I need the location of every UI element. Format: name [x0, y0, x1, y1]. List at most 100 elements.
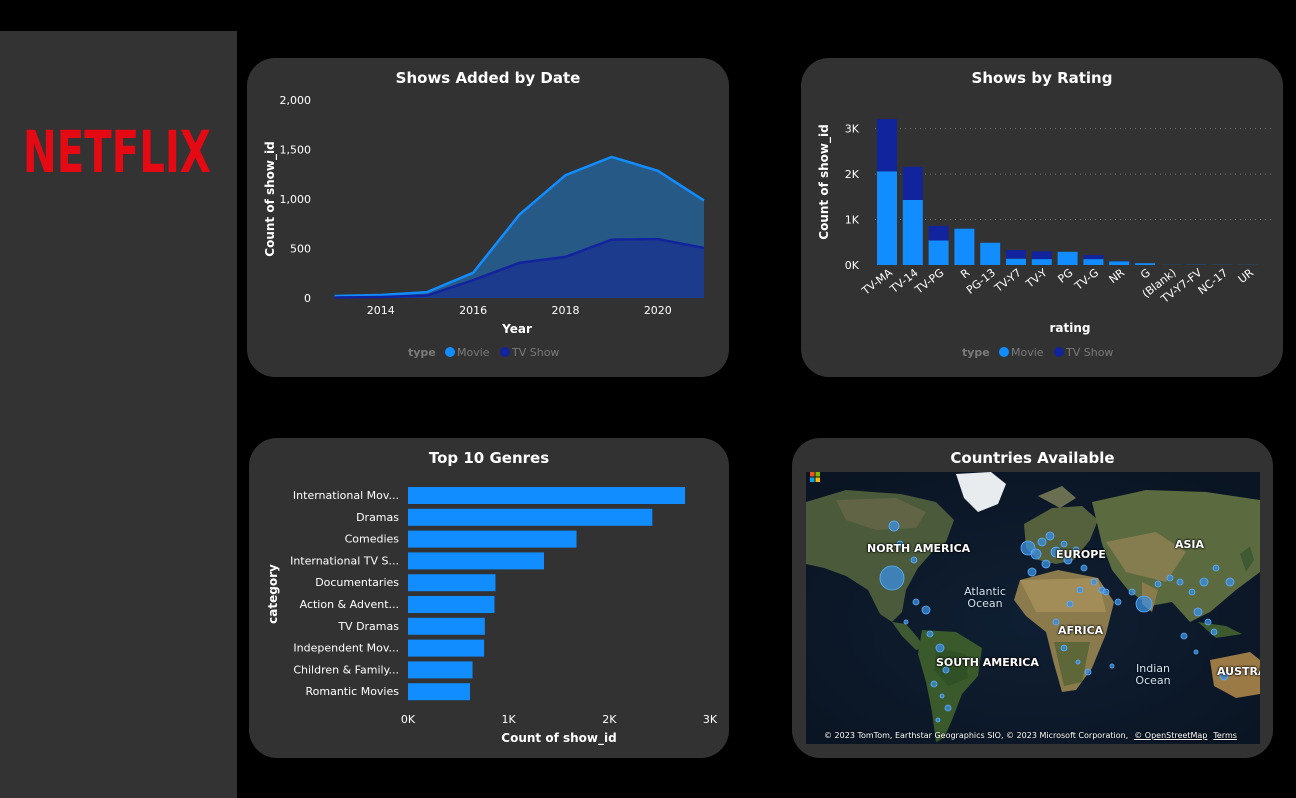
country-bubble: [942, 666, 950, 674]
bar-movie: [1006, 258, 1026, 265]
country-bubble: [888, 520, 900, 532]
x-tick-label: R: [958, 266, 972, 281]
bar-tv-show: [928, 225, 949, 241]
shows-added-card[interactable]: Shows Added by Date 0 500 1,000 1,500 2,000 2…: [247, 58, 729, 377]
genre-label: International TV S...: [290, 554, 399, 567]
terms-link[interactable]: Terms: [1213, 731, 1237, 740]
legend-movie-marker: [445, 347, 455, 357]
country-bubble: [896, 540, 904, 548]
card-title: Shows by Rating: [971, 69, 1113, 87]
country-bubble: [1050, 546, 1062, 558]
y-tick-label: 1K: [845, 214, 860, 227]
country-bubble: [1193, 649, 1199, 655]
genre-label: Romantic Movies: [305, 685, 399, 698]
y-tick-label: 500: [290, 243, 311, 256]
genre-bar: [408, 508, 653, 526]
bar-movie: [877, 171, 897, 265]
country-bubble: [1060, 540, 1068, 548]
bar-movie: [1031, 259, 1052, 265]
country-bubble: [1128, 588, 1136, 596]
country-bubble: [1109, 663, 1115, 669]
map-credit: © 2023 TomTom, Earthstar Geographics SIO…: [824, 731, 1237, 740]
world-map[interactable]: NORTH AMERICA EUROPE ASIA AFRICA SOUTH A…: [806, 472, 1260, 744]
country-bubble: [912, 598, 920, 606]
top-genres-chart[interactable]: International Mov... Dramas Comedies Intern…: [249, 438, 729, 758]
country-bubble: [1212, 564, 1220, 572]
x-tick-label: 0K: [401, 713, 416, 726]
legend-tv-marker: [1054, 347, 1064, 357]
x-tick-label: 3K: [703, 713, 718, 726]
genre-bar: [408, 552, 545, 570]
map-label-africa: AFRICA: [1058, 624, 1104, 637]
legend-tv-marker: [500, 347, 510, 357]
country-bubble: [1045, 531, 1055, 541]
country-bubble: [879, 565, 905, 591]
country-bubble: [1193, 607, 1203, 617]
legend-movie-marker: [999, 347, 1009, 357]
bar-tv-show: [1031, 251, 1052, 260]
genre-label: Comedies: [345, 533, 400, 546]
microsoft-logo: [810, 472, 820, 482]
x-tick-label: 2020: [644, 304, 672, 317]
card-title: Shows Added by Date: [395, 69, 581, 87]
x-tick-label: 2014: [367, 304, 395, 317]
ocean-label-indian: Indian Ocean: [1135, 662, 1171, 687]
y-axis-title: Count of show_id: [817, 124, 832, 239]
country-bubble: [1114, 598, 1122, 606]
map-label-north-america: NORTH AMERICA: [867, 542, 971, 555]
country-bubbles[interactable]: [806, 472, 1260, 744]
australia-shape: [1210, 652, 1260, 698]
genre-bar: [408, 639, 485, 657]
bar-tv-show: [877, 119, 897, 172]
openstreetmap-link[interactable]: © OpenStreetMap: [1134, 731, 1208, 740]
legend-title: type: [962, 346, 990, 359]
bar-movie: [902, 200, 923, 265]
country-bubble: [1180, 632, 1188, 640]
genre-bar: [408, 596, 495, 613]
card-title: Top 10 Genres: [428, 449, 550, 467]
country-bubble: [1030, 548, 1042, 560]
bar-movie: [1109, 261, 1130, 265]
genre-bar: [408, 683, 471, 701]
x-tick-label: NC-17: [1196, 266, 1231, 297]
countries-card[interactable]: Countries Available: [792, 438, 1273, 758]
country-bubble: [1027, 567, 1037, 577]
tv-show-line: [334, 237, 705, 299]
country-bubble: [1090, 578, 1098, 586]
genre-bar: [408, 574, 496, 592]
y-axis-title: Count of show_id: [263, 141, 278, 256]
greenland-shape: [956, 472, 1006, 512]
x-tick-label: UR: [1236, 266, 1257, 286]
x-tick-label: 2018: [551, 304, 579, 317]
tv-show-area: [334, 239, 704, 298]
genre-label: Action & Advent...: [300, 598, 399, 611]
country-bubble: [1084, 668, 1092, 676]
genre-bar: [408, 487, 686, 504]
y-tick-label: 3K: [845, 123, 860, 136]
country-bubble: [1219, 671, 1229, 681]
netflix-logo: NETFLIX: [23, 119, 211, 179]
top-genres-card[interactable]: Top 10 Genres International Mov... Dramas…: [249, 438, 729, 758]
sidebar: NETFLIX: [0, 31, 237, 798]
x-axis-title: Year: [501, 322, 532, 336]
bar-movie: [1083, 259, 1104, 265]
country-bubble: [944, 704, 952, 712]
shows-added-chart[interactable]: 0 500 1,000 1,500 2,000 2014 2016 2018 2020 Year C…: [247, 58, 729, 377]
country-bubble: [1199, 577, 1209, 587]
legend-movie-label: Movie: [1011, 346, 1044, 359]
shows-by-rating-card[interactable]: Shows by Rating 0K 1K 2K 3K TV-MA TV-14 TV-PG R…: [801, 58, 1283, 377]
x-tick-label: 2016: [459, 304, 487, 317]
country-bubble: [1188, 588, 1196, 596]
x-tick-label: PG-13: [964, 266, 998, 297]
bar-movie: [928, 240, 949, 265]
country-bubble: [1080, 564, 1088, 572]
country-bubble: [910, 556, 918, 564]
y-axis-title: category: [266, 564, 280, 624]
y-tick-label: 0K: [845, 259, 860, 272]
country-bubble: [935, 643, 945, 653]
x-axis-title: rating: [1050, 321, 1091, 335]
y-tick-label: 2,000: [280, 94, 312, 107]
country-bubble: [1176, 578, 1184, 586]
